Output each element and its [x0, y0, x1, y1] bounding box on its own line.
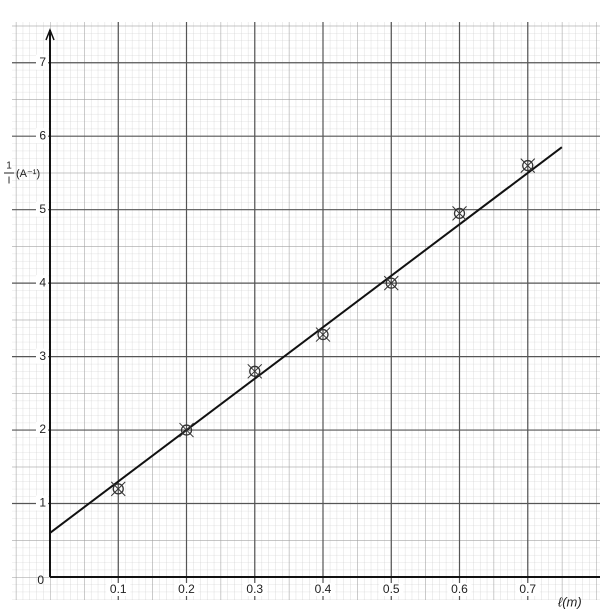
point-cross	[247, 363, 263, 379]
point-cross	[179, 422, 194, 438]
x-tick-label: 0.2	[178, 582, 195, 596]
fit-line	[49, 146, 563, 534]
point-circle	[112, 483, 124, 495]
tick-label-bg	[515, 583, 540, 596]
tick-label-bg	[36, 54, 48, 70]
y-tick-label: 6	[39, 128, 46, 142]
point-cross	[452, 205, 467, 221]
data-point	[315, 327, 331, 342]
point-circle	[317, 328, 329, 341]
data-point	[452, 205, 467, 221]
tick-label-bg	[36, 201, 48, 217]
tick-label-bg	[36, 422, 48, 438]
y-axis-arrow	[45, 27, 55, 41]
graph-paper-major	[12, 22, 600, 600]
point-cross	[315, 327, 331, 342]
y-label-numerator: 1	[6, 161, 12, 172]
point-cross	[520, 158, 536, 173]
point-cross	[383, 275, 399, 291]
tick-label-bg	[36, 348, 48, 364]
y-tick-label: 4	[39, 275, 46, 289]
data-point	[179, 422, 194, 438]
tick-label-bg	[36, 128, 48, 144]
tick-label-bg	[174, 583, 199, 596]
y-tick-label: 2	[39, 422, 46, 436]
data-point	[520, 158, 536, 173]
tick-label-bg	[447, 583, 472, 596]
data-point	[110, 481, 126, 497]
y-label-unit: (A⁻¹)	[16, 168, 40, 180]
data-point	[247, 363, 263, 379]
y-tick-label: 1	[39, 496, 46, 510]
data-point	[383, 275, 399, 291]
y-label-denominator: I	[8, 176, 11, 187]
tick-label-bg	[36, 275, 48, 291]
x-tick-label: 0.4	[315, 582, 332, 596]
point-cross	[110, 481, 126, 497]
x-axis-label: ℓ(m)	[558, 594, 582, 609]
point-circle	[180, 424, 193, 436]
origin-label: 0	[37, 573, 44, 587]
point-circle	[522, 159, 534, 172]
point-circle	[249, 365, 261, 377]
tick-label-bg	[36, 495, 48, 511]
tick-label-bg	[311, 583, 335, 596]
point-circle	[453, 207, 466, 219]
x-tick-label: 0.6	[451, 582, 468, 596]
x-tick-label: 0.5	[383, 582, 400, 596]
x-tick-label: 0.3	[246, 582, 263, 596]
tick-label-bg	[379, 583, 404, 596]
y-tick-label: 7	[39, 55, 46, 69]
tick-label-bg	[242, 583, 267, 596]
x-tick-label: 0.7	[519, 582, 536, 596]
y-tick-label: 3	[39, 349, 46, 363]
tick-label-bg	[106, 583, 131, 596]
x-tick-label: 0.1	[110, 582, 127, 596]
y-tick-label: 5	[39, 202, 46, 216]
point-circle	[385, 277, 397, 289]
